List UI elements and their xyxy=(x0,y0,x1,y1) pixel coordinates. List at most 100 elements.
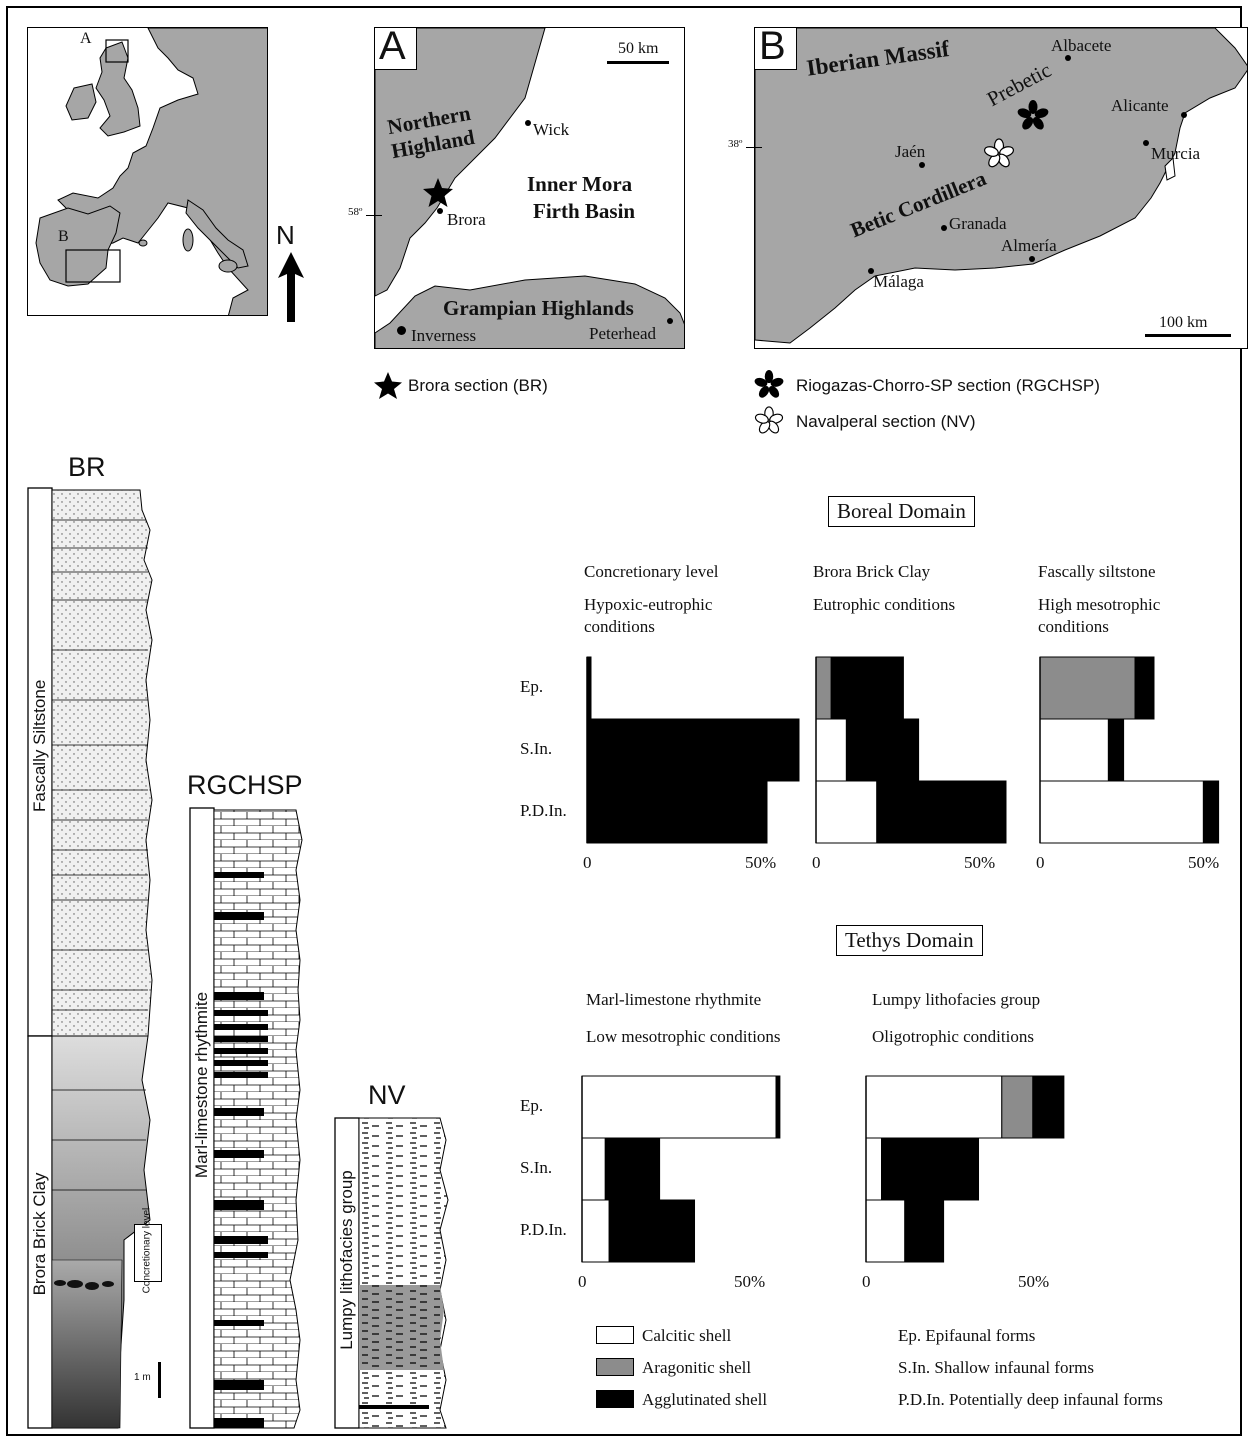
chart-3-category-1: S.In. xyxy=(520,1158,553,1177)
albacete-dot xyxy=(1065,55,1071,61)
map-b-scale: 100 km xyxy=(1159,314,1208,331)
legend-swatch-calcitic xyxy=(596,1326,634,1344)
map-a-scale-bar xyxy=(607,61,669,64)
chart-3-tick-50: 50% xyxy=(734,1272,766,1291)
bar-4-0-0 xyxy=(865,1075,1003,1139)
bar-2-2-2 xyxy=(1202,780,1220,844)
map-a-scale: 50 km xyxy=(618,40,659,57)
almeria-dot xyxy=(1029,256,1035,262)
brora-dot xyxy=(437,208,443,214)
place-wick: Wick xyxy=(533,120,570,139)
map-b-letter: B xyxy=(759,27,786,68)
alicante-dot xyxy=(1181,112,1187,118)
chart-0-title: Concretionary level xyxy=(584,562,719,581)
chart-3-category-0: Ep. xyxy=(520,1096,544,1115)
chart-2-svg xyxy=(1039,656,1220,844)
chart-3-svg xyxy=(581,1075,781,1263)
peterhead-dot xyxy=(667,318,673,324)
overview-map: A B xyxy=(27,27,268,316)
br-column xyxy=(27,487,161,1429)
bar-4-0-1 xyxy=(1001,1075,1034,1139)
region-grampian: Grampian Highlands xyxy=(443,296,634,320)
map-a-lat: 58º xyxy=(348,206,363,218)
iberia-south-land xyxy=(755,28,1247,344)
place-malaga: Málaga xyxy=(873,272,924,291)
britain xyxy=(95,41,141,137)
map-a-svg xyxy=(375,28,684,348)
legend-riogazas-icon xyxy=(754,370,784,398)
bar-4-1-0 xyxy=(865,1137,883,1201)
sardinia xyxy=(182,228,194,252)
chart-4-svg xyxy=(865,1075,1065,1263)
figure-frame xyxy=(6,6,1242,1436)
chart-1-tick-0: 0 xyxy=(812,853,821,872)
bar-1-1-0 xyxy=(815,718,847,782)
place-inverness: Inverness xyxy=(411,326,477,345)
italy xyxy=(185,199,249,269)
wick-dot xyxy=(525,120,531,126)
chart-4-title: Lumpy lithofacies group xyxy=(872,990,1041,1009)
legend-riogazas: Riogazas-Chorro-SP section (RGCHSP) xyxy=(796,376,1100,395)
box-b-outline xyxy=(65,249,121,283)
north-label: N xyxy=(276,220,295,250)
legend-navalperal: Navalperal section (NV) xyxy=(796,412,976,431)
br-unit-brick-clay: Brora Brick Clay xyxy=(30,1172,49,1296)
bar-2-2-0 xyxy=(1039,780,1204,844)
legend-swatch-aragonitic xyxy=(596,1358,634,1376)
bar-1-2-2 xyxy=(876,780,1007,844)
north-arrow-icon xyxy=(278,252,304,322)
box-a-outline xyxy=(105,39,129,63)
nv-unit: Lumpy lithofacies group xyxy=(337,1170,356,1350)
chart-0-category-1: S.In. xyxy=(520,739,553,758)
map-b-lat: 38º xyxy=(728,138,743,150)
map-b: B Iberian Massif Prebetic Betic Cordille… xyxy=(754,27,1248,349)
tethys-domain-title: Tethys Domain xyxy=(836,925,983,956)
map-b-svg xyxy=(755,28,1247,344)
bar-0-1-2 xyxy=(586,718,800,782)
balearic xyxy=(138,239,148,247)
place-alicante: Alicante xyxy=(1111,96,1169,115)
legend-swatch-agglutinated xyxy=(596,1390,634,1408)
br-note-box xyxy=(134,1224,162,1282)
bar-1-0-2 xyxy=(830,656,904,720)
grampian-land xyxy=(375,275,684,348)
bar-3-1-0 xyxy=(581,1137,606,1201)
place-almeria: Almería xyxy=(1001,236,1057,255)
riogazas-marker-icon xyxy=(1017,100,1049,130)
inverness-dot xyxy=(397,326,406,335)
bar-2-0-1 xyxy=(1039,656,1136,720)
place-brora: Brora xyxy=(447,210,486,229)
bar-1-1-2 xyxy=(845,718,920,782)
region-inner-mora: Inner Mora xyxy=(527,172,633,196)
place-peterhead: Peterhead xyxy=(589,324,657,343)
malaga-dot xyxy=(868,268,874,274)
legend-aragonitic: Aragonitic shell xyxy=(642,1358,752,1377)
chart-1-tick-50: 50% xyxy=(964,853,996,872)
legend-navalperal-icon xyxy=(754,406,784,434)
chart-0-tick-50: 50% xyxy=(745,853,777,872)
chart-0-svg xyxy=(586,656,800,844)
bar-4-1-2 xyxy=(881,1137,980,1201)
rgchsp-title: RGCHSP xyxy=(187,770,303,800)
bar-1-2-0 xyxy=(815,780,878,844)
rgchsp-unit: Marl-limestone rhythmite xyxy=(192,991,211,1179)
chart-0-subtitle: Hypoxic-eutrophic conditions xyxy=(584,595,713,636)
ireland xyxy=(65,83,97,121)
map-b-scale-bar xyxy=(1145,334,1231,337)
legend-star-icon xyxy=(374,372,402,399)
chart-0-tick-0: 0 xyxy=(583,853,592,872)
map-b-lat-tick xyxy=(746,147,762,148)
navalperal-marker-icon xyxy=(983,138,1015,168)
map-a-letter: A xyxy=(379,27,406,68)
bar-3-0-2 xyxy=(775,1075,781,1139)
chart-2-subtitle: High mesotrophic conditions xyxy=(1038,595,1161,636)
chart-4-tick-50: 50% xyxy=(1018,1272,1050,1291)
legend-brora-section: Brora section (BR) xyxy=(408,376,548,395)
boreal-domain-title: Boreal Domain xyxy=(828,496,975,527)
chart-3-category-2: P.D.In. xyxy=(520,1220,567,1239)
legend-abbr-pdin: P.D.In. Potentially deep infaunal forms xyxy=(898,1390,1163,1409)
bar-3-2-2 xyxy=(608,1199,696,1263)
iberia xyxy=(35,205,121,287)
legend-abbr-ep: Ep. Epifaunal forms xyxy=(898,1326,1036,1345)
